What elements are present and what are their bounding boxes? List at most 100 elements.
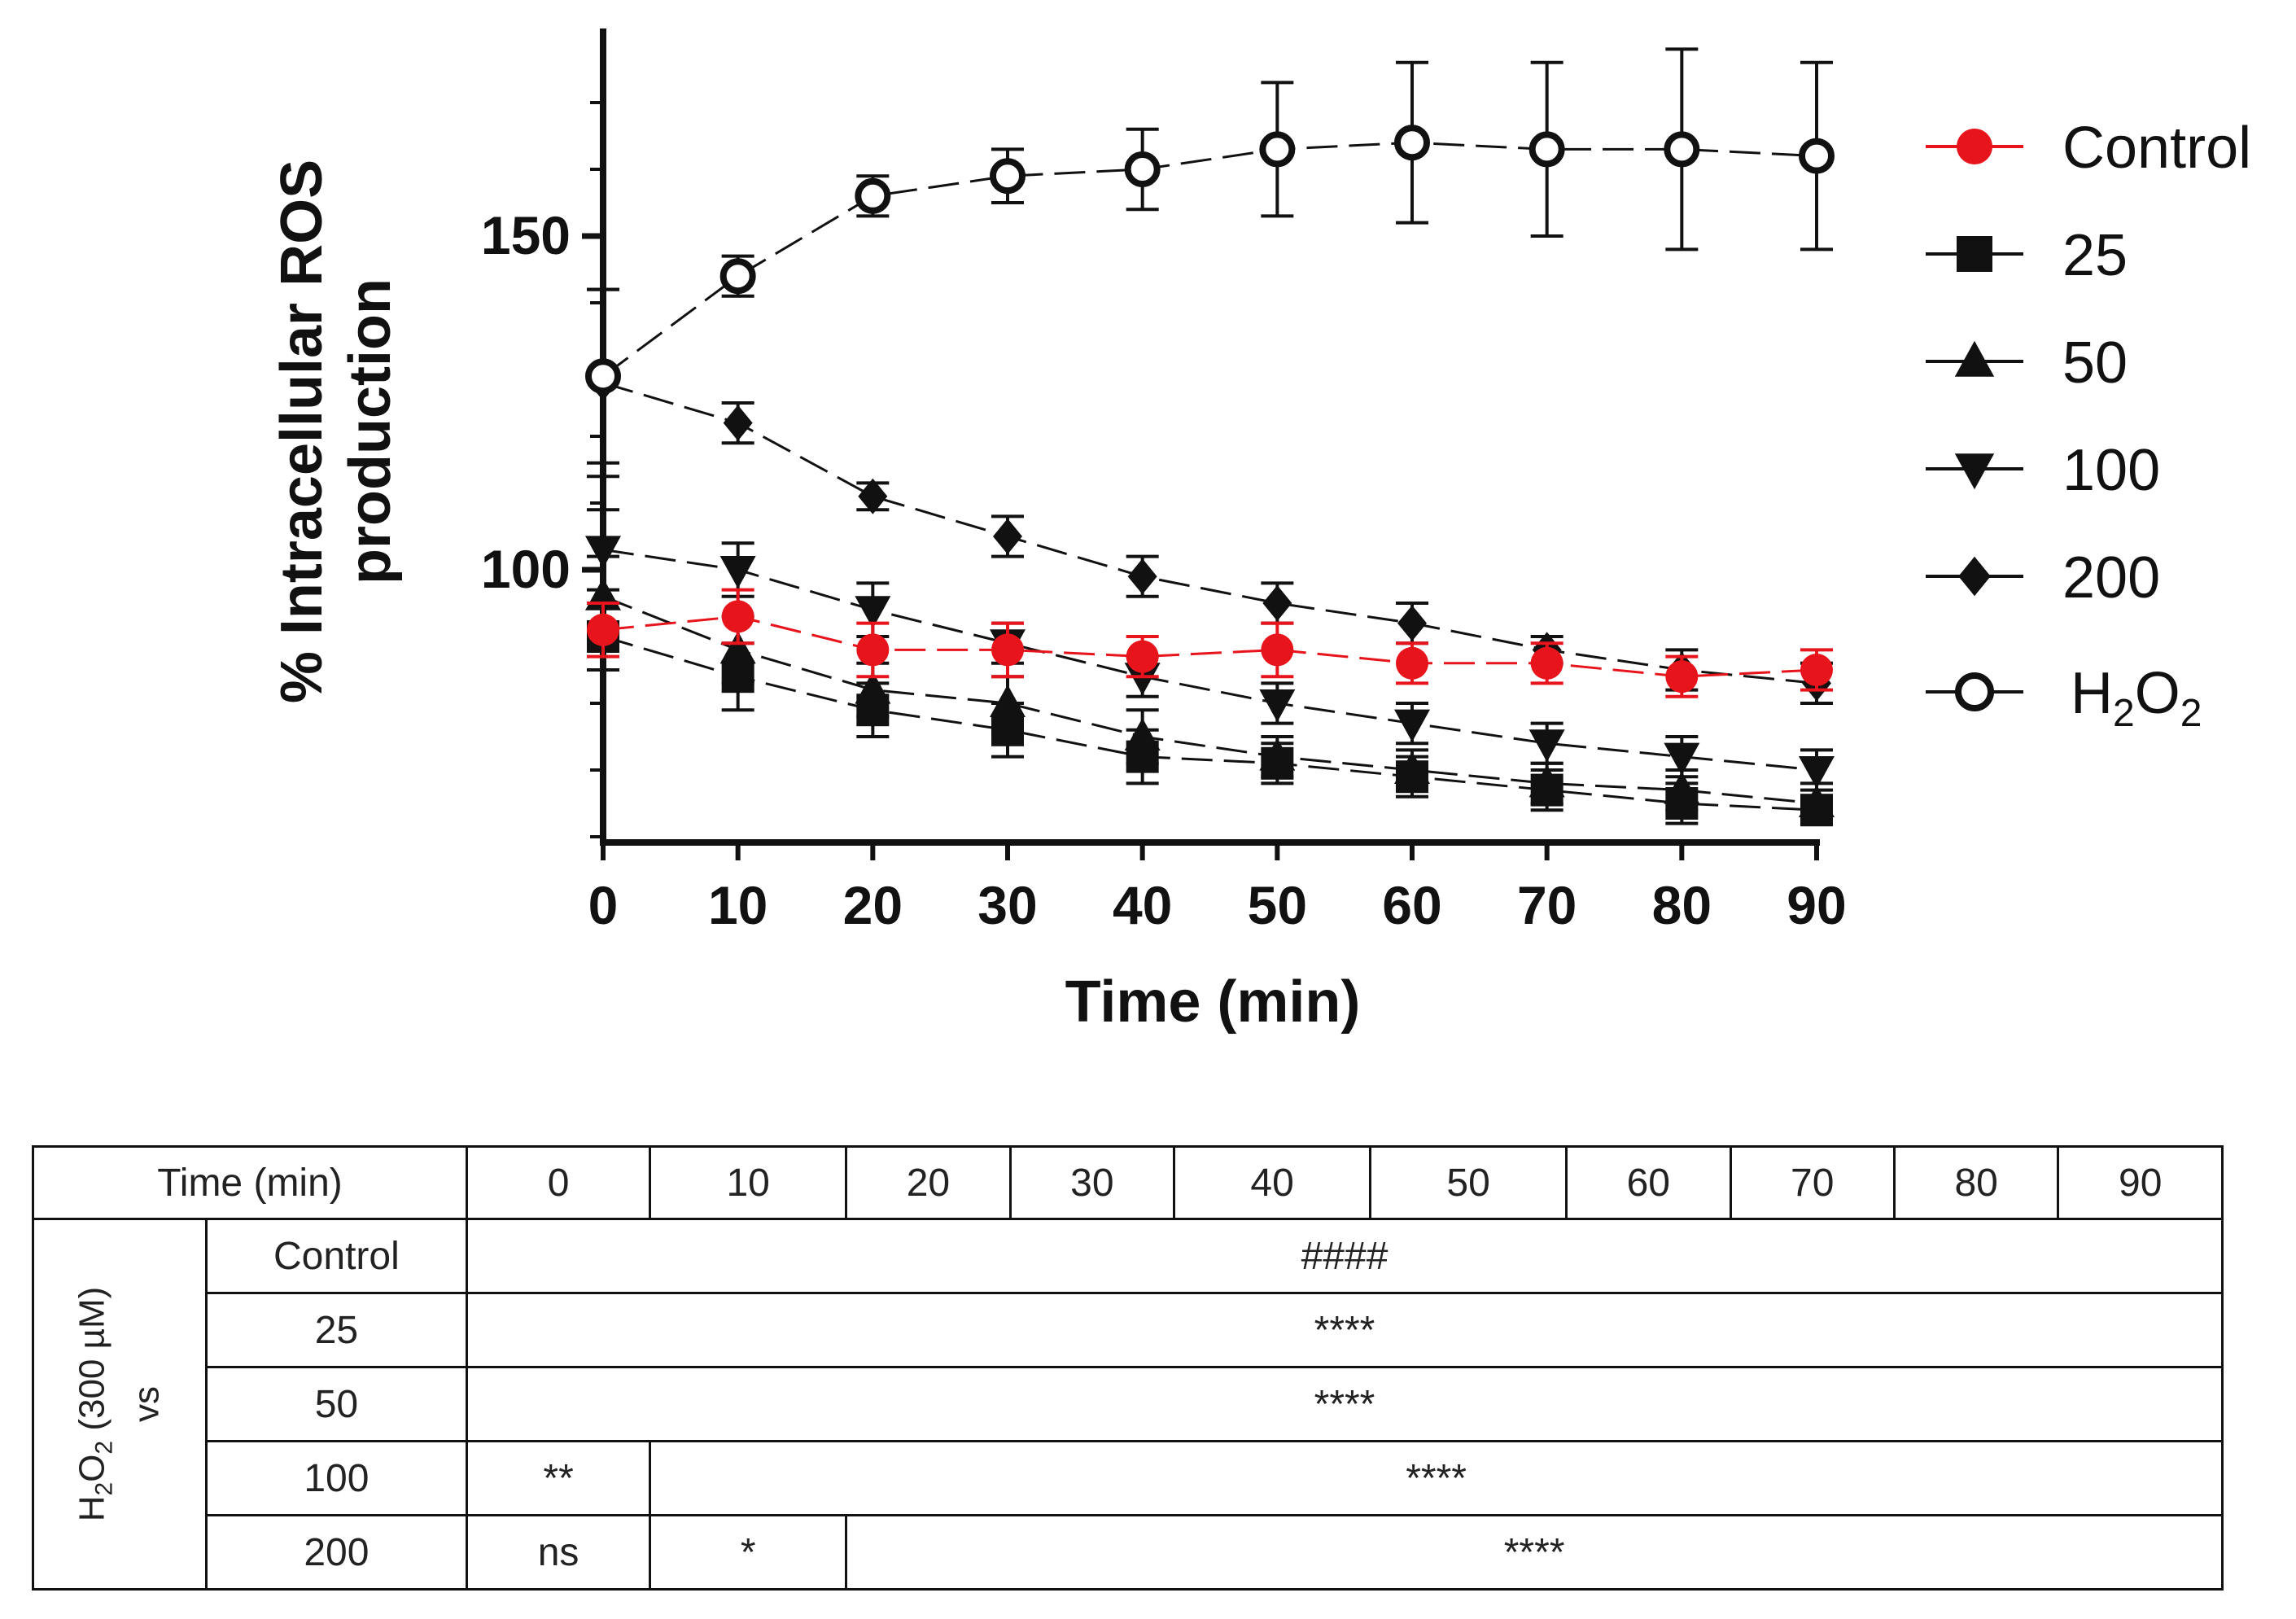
data-point — [1259, 131, 1296, 168]
time-cell: 0 — [466, 1145, 652, 1220]
legend-marker — [1954, 340, 1995, 377]
legend-label-h2o2: H2O2 — [2071, 661, 2202, 735]
series-line — [602, 615, 1817, 678]
series-100 — [585, 508, 1835, 792]
legend-label: 25 — [2062, 223, 2128, 288]
data-point — [585, 536, 621, 569]
series-line — [602, 635, 1817, 812]
y-axis-label-line2: production — [338, 278, 403, 584]
series-25 — [587, 602, 1833, 827]
legend-text-part: O — [2135, 661, 2180, 726]
legend-marker — [1957, 129, 1992, 164]
x-tick-label: 90 — [1787, 875, 1846, 935]
row-label: 200 — [204, 1514, 469, 1591]
data-point — [1528, 729, 1565, 763]
time-header-cell: Time (min) — [31, 1145, 469, 1220]
data-point — [719, 258, 756, 295]
axes: 100 150 0 10 20 30 40 50 60 70 80 90 — [481, 28, 1847, 935]
legend-text-part: H — [2071, 661, 2113, 726]
data-point — [1259, 689, 1296, 722]
time-cell: 20 — [845, 1145, 1012, 1220]
data-point — [1394, 751, 1430, 784]
data-point — [855, 177, 891, 214]
data-point — [1259, 737, 1296, 771]
y-axis-label-line1: % Intracellular ROS — [269, 160, 335, 703]
table-header-row: Time (min) 0 10 20 30 40 50 60 70 80 90 — [31, 1145, 2224, 1220]
time-cell: 80 — [1892, 1145, 2060, 1220]
series-200 — [587, 287, 1833, 705]
data-point — [856, 633, 890, 667]
data-point — [855, 671, 891, 704]
time-cell: 10 — [649, 1145, 848, 1220]
data-point — [990, 685, 1026, 717]
data-point — [1665, 660, 1699, 694]
time-cell: 60 — [1565, 1145, 1732, 1220]
data-point — [991, 633, 1024, 667]
legend-marker — [1958, 556, 1991, 597]
table-row: H2O2 (300 µM) vs Control #### — [32, 1218, 2224, 1591]
series-line — [602, 381, 1817, 685]
x-tick-label: 20 — [843, 875, 903, 935]
legend-marker — [1955, 672, 1994, 711]
data-point — [1397, 605, 1427, 641]
x-axis-label: Time (min) — [1065, 969, 1361, 1035]
row-label: 100 — [204, 1440, 469, 1516]
table-row: 200 ns * **** — [33, 1514, 2224, 1591]
series-line — [602, 548, 1817, 772]
legend-label: 50 — [2062, 330, 2128, 396]
series-50 — [585, 554, 1835, 825]
data-point — [587, 613, 619, 646]
y-tick-label: 100 — [481, 539, 571, 599]
y-tick-label: 150 — [481, 205, 571, 265]
time-cell: 90 — [2057, 1145, 2224, 1220]
series-layer — [585, 47, 1835, 827]
x-tick-label: 40 — [1113, 875, 1172, 935]
significance-cell: #### — [466, 1218, 2224, 1294]
table-row: 50 **** — [33, 1366, 2224, 1442]
data-point — [1799, 138, 1835, 174]
significance-cell: **** — [466, 1366, 2224, 1442]
data-point — [1262, 585, 1292, 621]
row-label: 50 — [204, 1366, 469, 1442]
row-group-label: H2O2 (300 µM) vs — [72, 1286, 167, 1522]
data-point — [1124, 718, 1161, 750]
data-point — [1124, 663, 1161, 696]
row-group-label-cell: H2O2 (300 µM) vs — [32, 1218, 208, 1591]
data-point — [858, 478, 888, 514]
data-point — [1124, 151, 1161, 187]
x-tick-label: 80 — [1652, 875, 1712, 935]
data-point — [719, 556, 756, 589]
legend-subscript: 2 — [2113, 692, 2135, 735]
legend-marker — [1957, 236, 1992, 272]
data-point — [719, 631, 756, 664]
x-tick-label: 10 — [708, 875, 768, 935]
data-point — [1664, 771, 1700, 804]
table-row: 25 **** — [33, 1292, 2224, 1368]
data-point — [1799, 756, 1835, 789]
series-h2o2 — [585, 47, 1835, 465]
x-tick-label: 50 — [1248, 875, 1307, 935]
x-tick-label: 0 — [588, 875, 619, 935]
data-point — [1528, 131, 1565, 168]
table-row: 100 ** **** — [33, 1440, 2224, 1516]
data-point — [855, 596, 891, 629]
x-tick-label: 70 — [1517, 875, 1577, 935]
data-point — [585, 358, 621, 395]
x-tick-label: 30 — [977, 875, 1037, 935]
significance-cell: * — [649, 1514, 848, 1591]
x-tick-label: 60 — [1382, 875, 1441, 935]
significance-cell: **** — [845, 1514, 2224, 1591]
data-point — [1528, 764, 1565, 798]
data-point — [1261, 633, 1294, 667]
data-point — [1126, 640, 1159, 673]
legend-subscript: 2 — [2180, 692, 2202, 735]
data-point — [1664, 742, 1700, 776]
data-point — [1394, 709, 1430, 742]
data-point — [1127, 558, 1157, 595]
significance-cell: **** — [466, 1292, 2224, 1368]
legend-label: Control — [2062, 116, 2251, 181]
data-point — [723, 405, 753, 441]
data-point — [1396, 646, 1428, 680]
significance-cell: ** — [466, 1440, 652, 1516]
